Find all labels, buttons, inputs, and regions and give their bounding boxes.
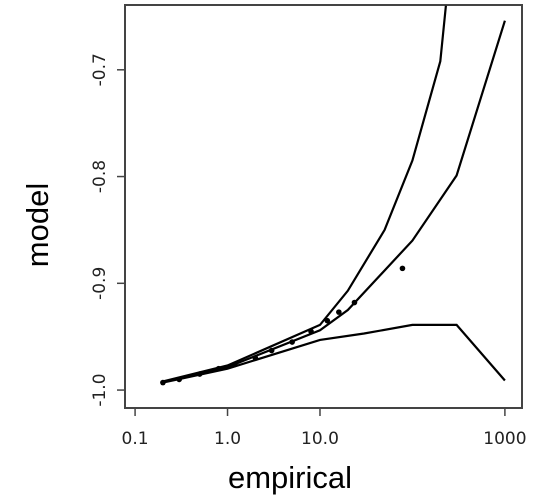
data-point (160, 379, 166, 386)
x-tick-label: 10.0 (301, 429, 339, 449)
data-point (252, 355, 259, 361)
x-axis-label: empirical (228, 460, 352, 495)
x-tick-label: 0.1 (122, 429, 149, 449)
data-point (399, 265, 406, 272)
data-point (324, 317, 331, 324)
data-point (232, 361, 238, 368)
series-line (162, 20, 506, 384)
x-tick-label: 1.0 (214, 429, 241, 449)
data-point (289, 339, 295, 345)
y-tick-label: -1.0 (90, 373, 110, 406)
y-axis-label: model (20, 183, 55, 267)
data-point (176, 376, 182, 383)
data-point (336, 309, 342, 315)
series-line (162, 5, 447, 383)
data-point (351, 299, 358, 306)
plot-frame (124, 4, 523, 409)
series-line (162, 323, 506, 384)
x-tick-label: 1000 (483, 429, 526, 449)
data-point (215, 365, 222, 372)
y-tick-label: -0.7 (90, 53, 110, 86)
data-point (196, 371, 203, 377)
y-tick-label: -0.8 (90, 160, 110, 193)
data-point (308, 328, 314, 335)
data-point (268, 347, 275, 354)
y-tick-label: -0.9 (90, 267, 110, 300)
